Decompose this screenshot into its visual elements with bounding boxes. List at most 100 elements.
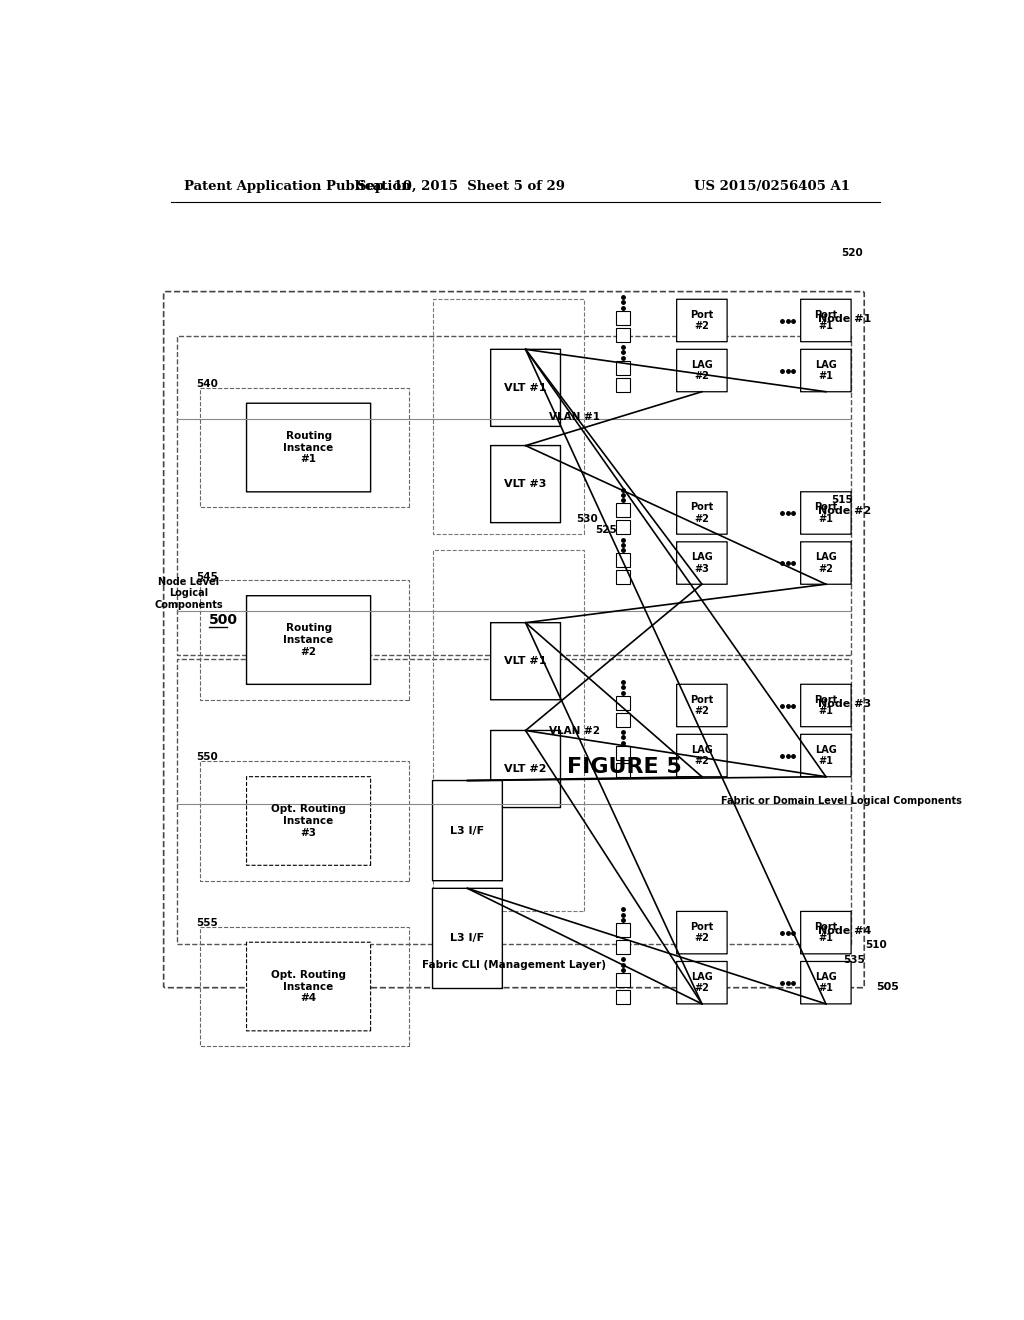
FancyBboxPatch shape [801,961,851,1005]
FancyBboxPatch shape [801,492,851,535]
Bar [616,553,630,568]
Text: Routing
Instance
#2: Routing Instance #2 [284,623,334,656]
Text: LAG
#3: LAG #3 [691,552,713,574]
Text: Opt. Routing
Instance
#4: Opt. Routing Instance #4 [271,970,346,1003]
Text: Patent Application Publication: Patent Application Publication [183,180,411,193]
FancyBboxPatch shape [490,350,560,426]
FancyBboxPatch shape [677,961,727,1005]
FancyBboxPatch shape [490,730,560,808]
Text: Port
#2: Port #2 [690,694,714,717]
Text: Port
#1: Port #1 [814,921,838,944]
Bar [616,520,630,535]
Bar [616,360,630,375]
Text: 550: 550 [197,752,218,763]
Text: 540: 540 [197,379,218,389]
Text: L3 I/F: L3 I/F [451,933,484,944]
Text: Node #3: Node #3 [818,698,871,709]
Text: VLT #2: VLT #2 [505,764,547,774]
Text: LAG
#1: LAG #1 [815,972,837,994]
Text: Node #4: Node #4 [818,925,871,936]
Text: LAG
#2: LAG #2 [691,972,713,994]
Text: FIGURE 5: FIGURE 5 [566,756,681,776]
Text: VLT #3: VLT #3 [505,479,547,490]
Text: VLT #1: VLT #1 [505,656,547,667]
FancyBboxPatch shape [432,780,503,880]
Text: Node Level
Logical
Components: Node Level Logical Components [155,577,223,610]
FancyBboxPatch shape [801,300,851,342]
Bar [616,923,630,937]
Text: Sep. 10, 2015  Sheet 5 of 29: Sep. 10, 2015 Sheet 5 of 29 [357,180,565,193]
FancyBboxPatch shape [677,684,727,727]
Text: Port
#2: Port #2 [690,921,714,944]
Bar [177,335,851,655]
Text: L3 I/F: L3 I/F [451,825,484,836]
Text: Port
#1: Port #1 [814,310,838,331]
Bar [616,940,630,954]
FancyBboxPatch shape [801,350,851,392]
Bar [616,713,630,726]
Bar [616,746,630,760]
FancyBboxPatch shape [490,623,560,700]
FancyBboxPatch shape [247,776,371,866]
FancyBboxPatch shape [247,595,371,684]
Text: Fabric CLI (Management Layer): Fabric CLI (Management Layer) [422,960,606,970]
Bar [616,763,630,776]
FancyBboxPatch shape [801,684,851,727]
Text: US 2015/0256405 A1: US 2015/0256405 A1 [693,180,850,193]
FancyBboxPatch shape [247,403,371,492]
Text: Port
#2: Port #2 [690,310,714,331]
Text: 505: 505 [877,982,899,993]
Bar [616,570,630,585]
FancyBboxPatch shape [247,942,371,1031]
Bar [616,503,630,517]
Text: LAG
#2: LAG #2 [815,552,837,574]
FancyBboxPatch shape [490,446,560,523]
Bar [200,581,410,700]
FancyBboxPatch shape [677,734,727,776]
Text: Fabric or Domain Level Logical Components: Fabric or Domain Level Logical Component… [721,796,963,807]
Text: 535: 535 [844,956,865,965]
Text: LAG
#2: LAG #2 [691,744,713,767]
FancyBboxPatch shape [677,492,727,535]
Text: Port
#1: Port #1 [814,694,838,717]
Bar [616,312,630,325]
Text: Port
#2: Port #2 [690,502,714,524]
Bar [200,762,410,880]
Bar [616,378,630,392]
Bar [616,327,630,342]
Text: Opt. Routing
Instance
#3: Opt. Routing Instance #3 [271,804,346,838]
FancyBboxPatch shape [801,911,851,954]
Text: VLT #1: VLT #1 [505,383,547,393]
Text: 510: 510 [865,940,887,950]
Bar [616,973,630,987]
Text: 545: 545 [197,572,218,582]
Text: VLAN #1: VLAN #1 [549,412,600,421]
Text: Port
#1: Port #1 [814,502,838,524]
Text: LAG
#1: LAG #1 [815,360,837,381]
Text: Routing
Instance
#1: Routing Instance #1 [284,430,334,465]
FancyBboxPatch shape [677,350,727,392]
FancyBboxPatch shape [677,541,727,585]
Text: 525: 525 [595,525,617,536]
Text: Node #1: Node #1 [818,314,871,323]
Bar [616,696,630,710]
Text: 555: 555 [197,917,218,928]
Text: LAG
#2: LAG #2 [691,360,713,381]
Bar [616,990,630,1003]
Bar [200,388,410,507]
FancyBboxPatch shape [677,911,727,954]
Text: VLAN #2: VLAN #2 [549,726,600,735]
FancyBboxPatch shape [432,888,503,989]
Text: 520: 520 [841,248,862,259]
Bar [177,659,851,944]
Text: Node #2: Node #2 [818,506,871,516]
Text: 515: 515 [830,495,853,506]
FancyBboxPatch shape [801,734,851,776]
Bar [432,549,584,911]
Text: 500: 500 [209,614,239,627]
FancyBboxPatch shape [801,541,851,585]
Text: LAG
#1: LAG #1 [815,744,837,767]
Bar [200,927,410,1047]
Text: 530: 530 [575,513,598,524]
Bar [432,300,584,535]
